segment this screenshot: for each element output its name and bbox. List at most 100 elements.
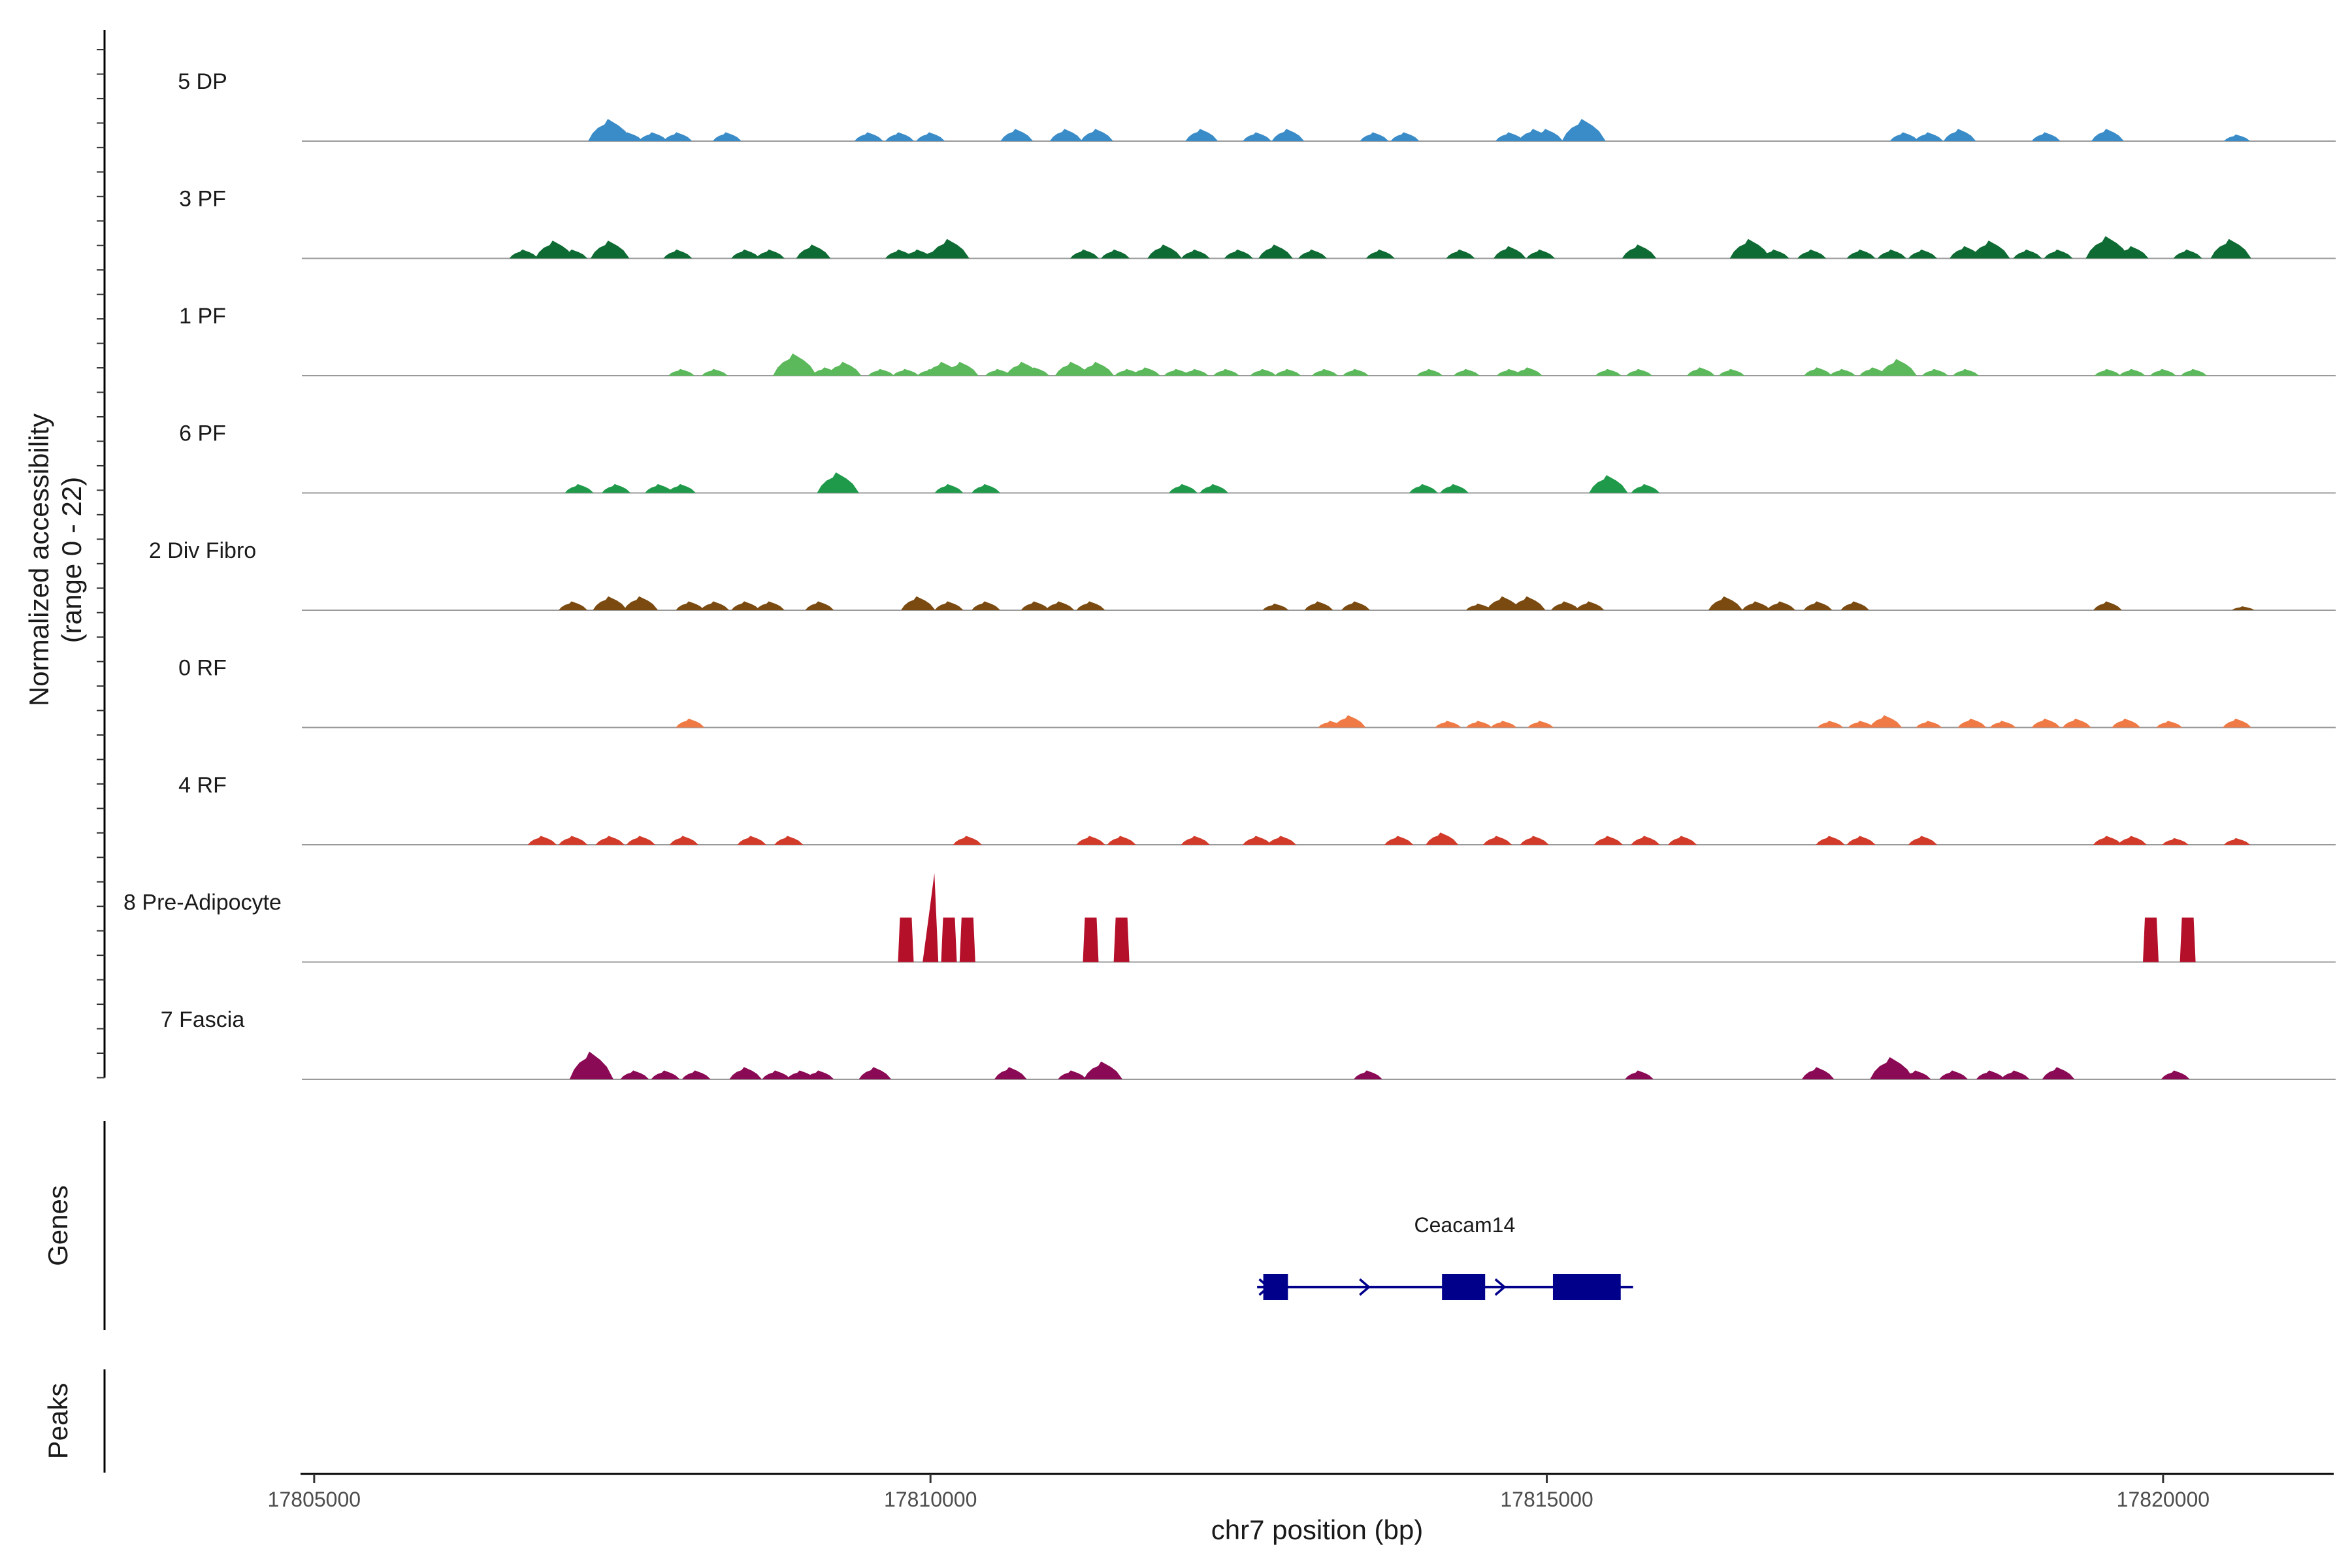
- signal-peak: [994, 1067, 1027, 1079]
- signal-peak: [1076, 601, 1105, 610]
- signal-peak: [1107, 836, 1136, 845]
- signal-peak: [2119, 368, 2146, 376]
- signal-peak: [1589, 475, 1628, 493]
- signal-peak: [1181, 836, 1210, 845]
- track-6-pf: 6 PF: [179, 421, 2336, 494]
- signal-peak: [858, 1067, 892, 1079]
- gene-models: Ceacam14: [1257, 1213, 1633, 1300]
- signal-peak: [1908, 249, 1938, 259]
- signal-peak: [558, 601, 588, 610]
- signal-peak: [613, 132, 644, 141]
- signal-peak: [1262, 603, 1289, 610]
- signal-peak: [953, 836, 982, 845]
- signal-peak: [1631, 836, 1660, 845]
- signal-peak: [1840, 601, 1870, 610]
- signal-peak: [2031, 718, 2061, 728]
- signal-peak: [1957, 718, 1987, 728]
- signal-peak: [1514, 367, 1543, 376]
- signal-peak: [959, 917, 975, 962]
- signal-peak: [943, 361, 979, 376]
- signal-peak: [1049, 129, 1083, 141]
- signal-peak: [1390, 132, 1420, 141]
- signal-peak: [1275, 368, 1301, 376]
- signal-peak: [2001, 1070, 2030, 1079]
- signal-peak: [663, 249, 693, 259]
- signal-peak: [2149, 368, 2177, 376]
- signal-peak: [651, 1070, 680, 1079]
- signal-peak: [1760, 249, 1789, 259]
- signal-peak: [1622, 244, 1657, 259]
- signal-peak: [1083, 917, 1099, 962]
- signal-peak: [885, 132, 915, 141]
- signal-peak: [1593, 836, 1623, 845]
- signal-peak: [620, 1070, 649, 1079]
- signal-peak: [898, 917, 914, 962]
- signal-peak: [731, 249, 760, 259]
- signal-peak: [755, 249, 785, 259]
- signal-peak: [774, 836, 804, 845]
- signal-peak: [2223, 134, 2251, 141]
- signal-peak: [928, 238, 970, 259]
- signal-peak: [805, 601, 834, 610]
- signal-peak: [1224, 249, 1253, 259]
- signal-peak: [1439, 483, 1469, 493]
- signal-peak: [868, 368, 894, 376]
- gene-exon: [1442, 1274, 1486, 1300]
- signal-peak: [1989, 721, 2016, 728]
- signal-peak: [712, 132, 742, 141]
- signal-peak: [1846, 836, 1876, 845]
- signal-peak: [1816, 836, 1845, 845]
- signal-peak: [1595, 368, 1622, 376]
- signal-peak: [2180, 368, 2208, 376]
- signal-peak: [527, 836, 557, 845]
- signal-peak: [668, 368, 695, 376]
- genes-panel-title: Genes: [42, 1185, 73, 1266]
- signal-peak: [796, 244, 831, 259]
- signal-peak: [2210, 238, 2251, 259]
- signal-peak: [2112, 718, 2141, 728]
- signal-peak: [1416, 368, 1443, 376]
- signal-peak: [1869, 715, 1903, 728]
- x-axis-tick-label: 17810000: [884, 1488, 977, 1511]
- signal-peak: [1482, 836, 1512, 845]
- signal-peak: [1870, 1057, 1914, 1079]
- signal-peak: [1527, 721, 1554, 728]
- signal-peak: [1718, 368, 1745, 376]
- signal-peak: [1076, 836, 1105, 845]
- strand-arrow-icon: [1258, 1278, 1271, 1296]
- signal-peak: [1848, 721, 1874, 728]
- signal-peak: [1132, 367, 1160, 376]
- x-axis-tick-label: 17805000: [268, 1488, 361, 1511]
- signal-peak: [892, 368, 919, 376]
- signal-peak: [1267, 836, 1296, 845]
- signal-peak: [2042, 1067, 2075, 1079]
- signal-peak: [1058, 1070, 1087, 1079]
- signal-peak: [773, 353, 817, 376]
- signal-peak: [2117, 836, 2147, 845]
- signal-peak: [1520, 836, 1549, 845]
- signal-peak: [985, 368, 1012, 376]
- signal-peak: [1914, 132, 1944, 141]
- track-5-dp: 5 DP: [178, 69, 2336, 142]
- signal-peak: [638, 132, 668, 141]
- signal-peak: [645, 483, 674, 493]
- signal-peak: [1486, 596, 1521, 610]
- signal-peak: [2180, 917, 2196, 962]
- signal-peak: [667, 483, 696, 493]
- signal-peak: [826, 361, 862, 376]
- signal-peak: [1182, 368, 1209, 376]
- signal-peak: [700, 601, 730, 610]
- signal-peak: [1342, 368, 1369, 376]
- track-label: 7 Fascia: [161, 1007, 245, 1032]
- signal-peak: [626, 836, 655, 845]
- signal-peak: [755, 601, 785, 610]
- signal-peak: [1083, 1061, 1123, 1079]
- signal-peak: [2044, 249, 2073, 259]
- signal-peak: [2222, 718, 2252, 728]
- signal-peak: [2223, 838, 2251, 845]
- signal-peak: [1213, 368, 1240, 376]
- signal-peak: [1080, 129, 1113, 141]
- signal-peak: [558, 836, 588, 845]
- signal-peak: [2094, 368, 2121, 376]
